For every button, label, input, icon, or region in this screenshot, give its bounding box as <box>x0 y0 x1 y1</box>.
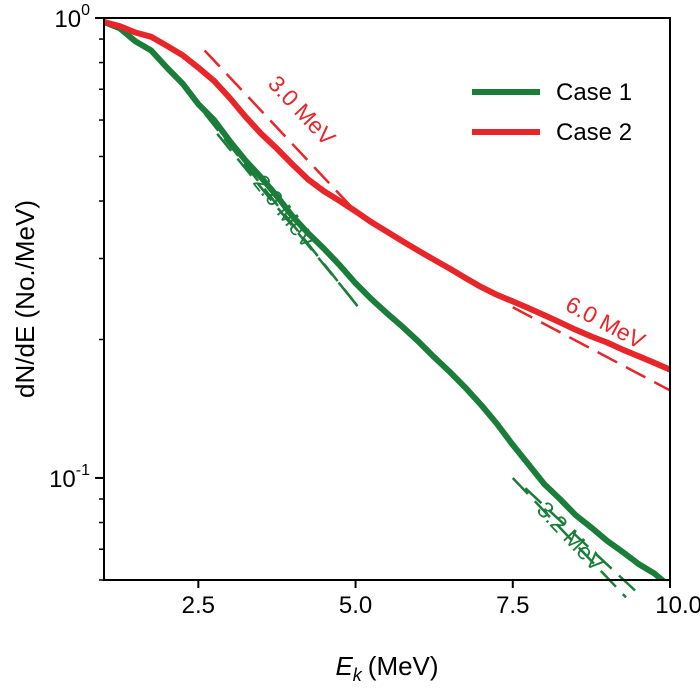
series-line-case-2 <box>104 19 670 373</box>
x-axis-unit: (MeV) <box>368 651 439 681</box>
x-axis-label: Ek (MeV) <box>335 651 438 685</box>
fit-line-2 <box>512 306 671 392</box>
series-layer <box>104 19 670 580</box>
fit-line-5 <box>216 133 360 309</box>
legend-label-case-1: Case 1 <box>556 79 632 106</box>
y-axis-label: dN/dE (No./MeV) <box>10 200 40 398</box>
fit-line-4 <box>511 477 627 599</box>
fit-line-1 <box>203 49 357 213</box>
plot-frame <box>103 17 671 581</box>
x-axis-symbol: E <box>335 651 353 681</box>
y-tick-label: 100 <box>54 2 90 33</box>
fit-line-3 <box>203 112 363 313</box>
legend: Case 1 Case 2 <box>472 79 632 146</box>
x-axis-subscript: k <box>353 665 363 685</box>
fit-line-6 <box>524 487 640 595</box>
legend-label-case-2: Case 2 <box>556 119 632 146</box>
x-tick-label: 5.0 <box>339 592 372 619</box>
y-tick-label: 10-1 <box>49 462 90 493</box>
series-line-case-1 <box>104 19 667 580</box>
x-tick-label: 2.5 <box>182 592 215 619</box>
fit-annotation-1: 3.0 MeV <box>263 70 341 151</box>
tick-layer: 2.5 5.0 7.5 10.0 100 10-1 <box>49 2 700 619</box>
x-tick-label: 10.0 <box>655 592 700 619</box>
x-tick-label: 7.5 <box>496 592 529 619</box>
